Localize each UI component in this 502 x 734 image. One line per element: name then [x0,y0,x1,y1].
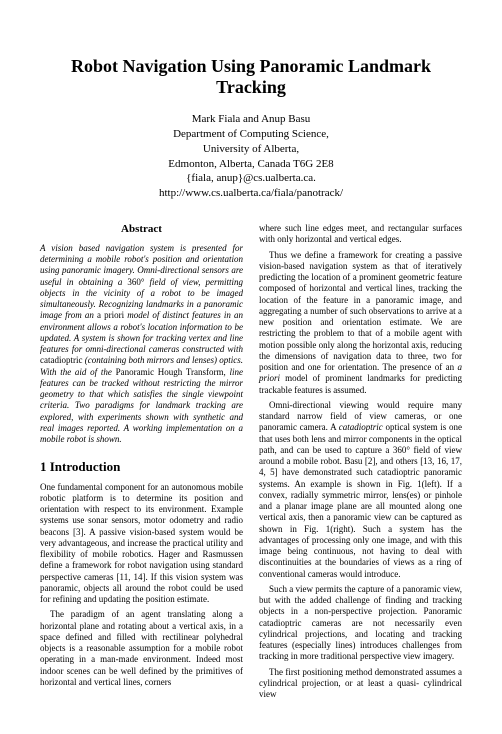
abstract-frag: a priori [97,310,124,320]
right-frag: Thus we define a framework for creating … [259,250,462,373]
authors-addr: Edmonton, Alberta, Canada T6G 2E8 [168,158,333,170]
right-para-4: Such a view permits the capture of a pan… [259,584,462,663]
authors-url: http://www.cs.ualberta.ca/fiala/panotrac… [159,187,343,199]
abstract-frag: catadioptric [40,355,82,365]
right-frag: optical system is one that uses both len… [259,422,462,578]
authors-email: {fiala, anup}@cs.ualberta.ca. [186,172,316,184]
paper-authors: Mark Fiala and Anup Basu Department of C… [40,112,462,201]
right-para-1: where such line edges meet, and rectangu… [259,223,462,246]
two-column-layout: Abstract A vision based navigation syste… [40,223,462,704]
right-frag: model of prominent landmarks for predict… [259,373,462,394]
abstract-frag: 360° [127,277,144,287]
right-para-5: The first positioning method demonstrate… [259,667,462,701]
paper-title: Robot Navigation Using Panoramic Landmar… [40,56,462,98]
abstract-frag: Panoramic Hough Transform [116,367,224,377]
authors-dept: Department of Computing Science, [173,128,329,140]
authors-names: Mark Fiala and Anup Basu [192,113,311,125]
right-column: where such line edges meet, and rectangu… [259,223,462,704]
intro-para-1: One fundamental component for an autonom… [40,482,243,606]
abstract-heading: Abstract [40,223,243,237]
abstract-frag: , line features can be tracked without r… [40,367,243,445]
right-frag: catadioptric [339,422,383,432]
paper-page: Robot Navigation Using Panoramic Landmar… [0,0,502,734]
right-para-3: Omni-directional viewing would require m… [259,400,462,580]
authors-univ: University of Alberta, [203,143,299,155]
section-1-heading: 1 Introduction [40,459,243,475]
abstract-text: A vision based navigation system is pres… [40,243,243,446]
right-para-2: Thus we define a framework for creating … [259,250,462,396]
left-column: Abstract A vision based navigation syste… [40,223,243,704]
